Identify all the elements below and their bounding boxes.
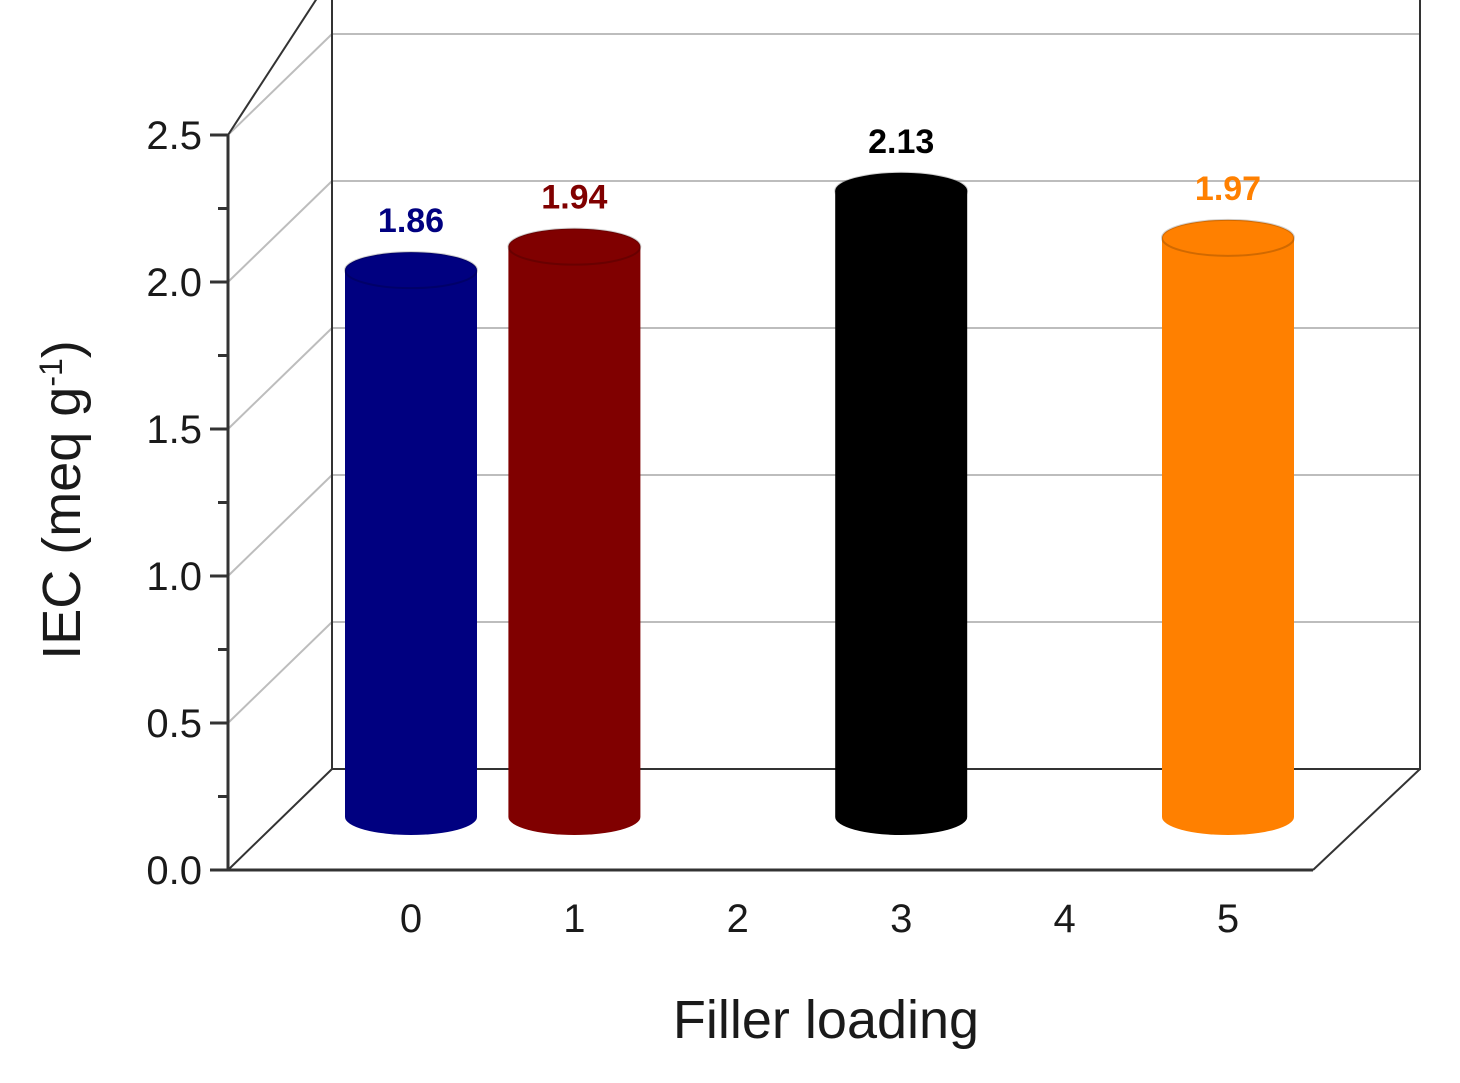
y-tick-labels: 0.0 0.5 1.0 1.5 2.0 2.5 bbox=[146, 114, 228, 893]
x-tick-label: 4 bbox=[1053, 897, 1075, 941]
y-tick-label: 1.0 bbox=[146, 555, 202, 599]
x-tick-label: 0 bbox=[400, 897, 422, 941]
back-wall bbox=[331, 0, 1421, 770]
gridline-side bbox=[227, 33, 333, 136]
x-tick-label: 3 bbox=[890, 897, 912, 941]
bar-data-label: 1.97 bbox=[1195, 170, 1261, 208]
chart-frame bbox=[226, 0, 1421, 872]
y-tick-label: 2.0 bbox=[146, 261, 202, 305]
bar-cylinder-body bbox=[1162, 237, 1294, 835]
side-wall-top bbox=[227, 0, 318, 136]
x-tick-label: 1 bbox=[563, 897, 585, 941]
y-tick-label: 0.0 bbox=[146, 849, 202, 893]
bar-cylinder-top bbox=[507, 227, 642, 266]
bar-cylinder-top bbox=[344, 251, 478, 290]
bar-data-label: 1.86 bbox=[378, 202, 444, 240]
bar-data-label: 2.13 bbox=[868, 123, 934, 161]
bars bbox=[344, 171, 1295, 836]
bar-cylinder-body bbox=[508, 246, 641, 836]
gridline-side bbox=[227, 474, 333, 577]
floor-left-edge bbox=[227, 768, 333, 871]
x-tick-labels: 0 1 2 3 4 5 bbox=[400, 897, 1239, 941]
floor-right-edge bbox=[1312, 768, 1421, 871]
y-axis-title-superscript: -1 bbox=[33, 358, 69, 386]
y-tick-label: 0.5 bbox=[146, 702, 202, 746]
y-axis-title-main: IEC (meq g bbox=[32, 387, 92, 660]
x-tick-label: 2 bbox=[727, 897, 749, 941]
x-axis-title: Filler loading bbox=[673, 990, 979, 1050]
bar-cylinder-body bbox=[835, 190, 968, 835]
data-labels: 1.86 1.94 2.13 1.97 bbox=[378, 123, 1261, 240]
gridline-side bbox=[227, 327, 333, 430]
y-tick-label: 2.5 bbox=[146, 114, 202, 158]
bar-cylinder-top bbox=[1161, 218, 1295, 257]
bar-cylinder-body bbox=[345, 270, 477, 835]
y-tick-label: 1.5 bbox=[146, 408, 202, 452]
gridline-side bbox=[227, 180, 333, 283]
y-axis-title: IEC (meq g-1) bbox=[32, 340, 92, 660]
y-axis-title-close: ) bbox=[32, 340, 92, 358]
bar-data-label: 1.94 bbox=[541, 179, 607, 217]
gridline-side bbox=[227, 621, 333, 724]
x-tick-label: 5 bbox=[1217, 897, 1239, 941]
bar-cylinder-top bbox=[834, 171, 969, 210]
